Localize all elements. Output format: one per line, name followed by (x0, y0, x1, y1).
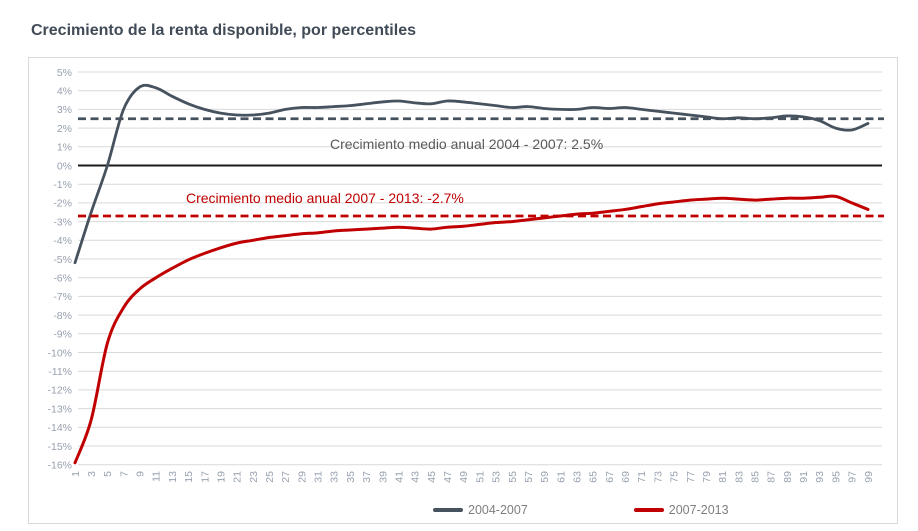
x-tick-label-59: 59 (539, 471, 551, 483)
x-tick-label-67: 67 (604, 471, 616, 483)
legend-label-2004-2007: 2004-2007 (468, 503, 528, 517)
x-tick-label-17: 17 (199, 471, 211, 483)
x-tick-label-53: 53 (491, 471, 503, 483)
x-tick-label-77: 77 (685, 471, 697, 483)
x-tick-label-55: 55 (507, 471, 519, 483)
legend-swatch-2007-2013 (633, 508, 664, 512)
y-tick-label--14: -14% (47, 422, 72, 434)
x-tick-label-93: 93 (814, 471, 826, 483)
y-tick-label--1: -1% (53, 179, 72, 191)
x-tick-label-57: 57 (523, 471, 535, 483)
x-tick-label-9: 9 (135, 471, 147, 477)
y-tick-label--12: -12% (47, 385, 72, 397)
legend-item-2004-2007: 2004-2007 (433, 503, 528, 517)
x-tick-label-35: 35 (345, 471, 357, 483)
y-tick-label--16: -16% (47, 460, 72, 472)
x-tick-label-47: 47 (442, 471, 454, 483)
x-tick-label-13: 13 (167, 471, 179, 483)
y-tick-label--15: -15% (47, 441, 72, 453)
x-tick-label-45: 45 (426, 471, 438, 483)
x-tick-label-83: 83 (733, 471, 745, 483)
y-tick-label-5: 5% (57, 67, 72, 79)
y-tick-label--4: -4% (53, 235, 72, 247)
x-tick-label-41: 41 (393, 471, 405, 483)
x-tick-label-51: 51 (474, 471, 486, 483)
x-tick-label-5: 5 (102, 471, 114, 477)
y-tick-label-4: 4% (57, 86, 72, 98)
x-tick-label-37: 37 (361, 471, 373, 483)
x-tick-label-87: 87 (766, 471, 778, 483)
x-tick-label-75: 75 (669, 471, 681, 483)
x-tick-label-27: 27 (280, 471, 292, 483)
y-tick-label--9: -9% (53, 329, 72, 341)
y-tick-label--2: -2% (53, 198, 72, 210)
x-tick-label-69: 69 (620, 471, 632, 483)
x-tick-label-81: 81 (717, 471, 729, 483)
y-tick-label--10: -10% (47, 347, 72, 359)
x-tick-label-71: 71 (636, 471, 648, 483)
annotation-mean-2004-2007: Crecimiento medio anual 2004 - 2007: 2.5… (330, 136, 604, 152)
y-tick-label-2: 2% (57, 123, 72, 135)
x-tick-label-99: 99 (863, 471, 875, 483)
legend: 2004-2007 2007-2013 (433, 503, 729, 517)
x-tick-label-49: 49 (458, 471, 470, 483)
x-tick-label-31: 31 (313, 471, 325, 483)
chart-border (28, 57, 898, 524)
legend-swatch-2004-2007 (433, 508, 463, 512)
x-tick-label-15: 15 (183, 471, 195, 483)
x-tick-label-23: 23 (248, 471, 260, 483)
x-tick-label-25: 25 (264, 471, 276, 483)
x-tick-label-79: 79 (701, 471, 713, 483)
y-tick-label--3: -3% (53, 216, 72, 228)
x-tick-label-95: 95 (830, 471, 842, 483)
legend-item-2007-2013: 2007-2013 (633, 503, 729, 517)
x-tick-label-7: 7 (118, 471, 130, 477)
x-tick-label-73: 73 (652, 471, 664, 483)
annotation-mean-2007-2013: Crecimiento medio anual 2007 - 2013: -2.… (186, 190, 464, 206)
y-tick-label--6: -6% (53, 273, 72, 285)
y-tick-label--11: -11% (48, 366, 72, 378)
x-tick-label-1: 1 (70, 471, 82, 477)
x-tick-label-65: 65 (588, 471, 600, 483)
y-tick-label-1: 1% (57, 142, 72, 154)
x-tick-label-43: 43 (410, 471, 422, 483)
y-tick-label-0: 0% (57, 160, 72, 172)
x-tick-label-19: 19 (215, 471, 227, 483)
x-tick-label-11: 11 (151, 471, 163, 482)
legend-label-2007-2013: 2007-2013 (668, 503, 729, 517)
x-tick-label-97: 97 (847, 471, 859, 483)
x-tick-label-39: 39 (377, 471, 389, 483)
chart-title: Crecimiento de la renta disponible, por … (31, 22, 416, 39)
y-tick-label-3: 3% (57, 104, 72, 116)
x-tick-label-29: 29 (296, 471, 308, 483)
series-line-2004-2007 (73, 83, 870, 265)
x-tick-label-91: 91 (798, 471, 810, 483)
y-tick-label--7: -7% (53, 291, 72, 303)
x-tick-label-89: 89 (782, 471, 794, 483)
y-tick-label--8: -8% (53, 310, 72, 322)
series-line-2007-2013 (73, 194, 870, 465)
x-tick-label-3: 3 (86, 471, 98, 477)
x-tick-label-61: 61 (555, 471, 567, 483)
y-tick-label--5: -5% (53, 254, 72, 266)
x-tick-label-63: 63 (571, 471, 583, 483)
y-tick-label--13: -13% (47, 403, 72, 415)
x-tick-label-85: 85 (750, 471, 762, 483)
x-tick-label-21: 21 (232, 471, 244, 483)
x-tick-label-33: 33 (329, 471, 341, 483)
